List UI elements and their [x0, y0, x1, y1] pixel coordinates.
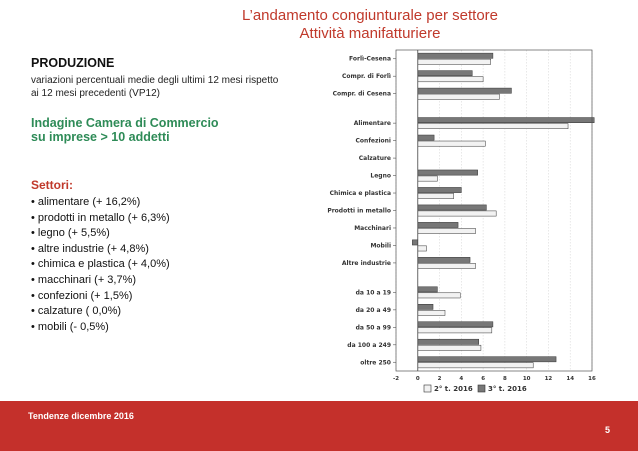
production-heading: PRODUZIONE: [31, 56, 115, 70]
bar-3t-2016: [417, 169, 478, 176]
category-label: da 10 a 19: [356, 289, 391, 296]
bar-2t-2016: [417, 76, 484, 83]
category-label: Prodotti in metallo: [327, 208, 391, 215]
footer-bar: [0, 401, 638, 451]
bar-2t-2016: [417, 362, 534, 369]
chart-legend: 2° t. 2016 3° t. 2016: [423, 384, 527, 393]
bar-2t-2016: [417, 245, 427, 252]
sector-item: legno (+ 5,5%): [31, 226, 170, 242]
category-label: Mobili: [370, 242, 391, 249]
x-tick-label: 12: [545, 376, 553, 382]
bar-2t-2016: [417, 310, 446, 316]
survey-label: Indagine Camera di Commercio su imprese …: [31, 116, 219, 144]
bar-3t-2016: [417, 321, 494, 328]
category-label: Chimica e plastica: [330, 190, 391, 197]
chart-category-labels: Forlì-Cesena Compr. di Forlì Compr. di Ces…: [327, 56, 391, 367]
category-label: Forlì-Cesena: [349, 56, 391, 63]
bar-2t-2016: [417, 327, 493, 334]
bar-2t-2016: [417, 58, 491, 65]
bar-3t-2016: [417, 187, 462, 193]
x-tick-label: 16: [588, 376, 596, 382]
sector-item: alimentare (+ 16,2%): [31, 195, 170, 211]
x-tick-label: 2: [438, 376, 442, 382]
category-label: oltre 250: [360, 359, 391, 366]
category-label: Calzature: [359, 155, 391, 162]
category-label: Alimentare: [354, 120, 391, 127]
sectors-list: alimentare (+ 16,2%) prodotti in metallo…: [31, 195, 170, 335]
bar-3t-2016: [417, 117, 595, 123]
bar-2t-2016: [417, 93, 500, 100]
sector-item: macchinari (+ 3,7%): [31, 273, 170, 289]
bar-3t-2016: [417, 87, 512, 94]
sector-item: mobili (- 0,5%): [31, 320, 170, 336]
category-label: Compr. di Forlì: [342, 73, 391, 80]
bar-3t-2016: [417, 52, 494, 59]
bar-2t-2016: [417, 263, 476, 269]
bar-3t-2016: [417, 338, 480, 345]
production-subheading: variazioni percentuali medie degli ultim…: [31, 75, 279, 99]
chart-bars: [412, 52, 595, 369]
bar-3t-2016: [412, 239, 419, 246]
bar-3t-2016: [417, 257, 471, 263]
x-tick-label: -2: [393, 376, 399, 382]
page-title: L’andamento congiunturale per settore At…: [160, 7, 580, 43]
footer-text: Tendenze dicembre 2016: [28, 411, 134, 421]
bar-3t-2016: [417, 304, 434, 310]
x-tick-label: 8: [503, 376, 507, 382]
bar-2t-2016: [417, 140, 486, 147]
sector-item: calzature ( 0,0%): [31, 304, 170, 320]
bar-2t-2016: [417, 193, 454, 199]
bar-3t-2016: [417, 286, 438, 293]
sector-item: confezioni (+ 1,5%): [31, 289, 170, 305]
category-label: Altre industrie: [342, 260, 391, 267]
page-number: 5: [605, 425, 611, 435]
category-label: da 50 a 99: [356, 324, 391, 331]
x-tick-label: 6: [481, 376, 485, 382]
sector-item: chimica e plastica (+ 4,0%): [31, 257, 170, 273]
bar-2t-2016: [417, 344, 482, 351]
category-label: Confezioni: [356, 138, 391, 145]
survey-line-2: su imprese > 10 addetti: [31, 130, 170, 144]
bar-3t-2016: [417, 134, 435, 141]
bar-3t-2016: [417, 204, 487, 211]
x-tick-label: 14: [566, 376, 574, 382]
x-tick-label: 10: [523, 376, 531, 382]
bar-2t-2016: [417, 175, 438, 182]
survey-line-1: Indagine Camera di Commercio: [31, 116, 219, 130]
title-line-2: Attività manifatturiere: [299, 25, 441, 42]
x-tick-label: 0: [416, 376, 420, 382]
legend-label: 2° t. 2016: [434, 385, 473, 393]
bar-2t-2016: [417, 292, 461, 299]
sector-item: altre industrie (+ 4,8%): [31, 242, 170, 258]
bar-3t-2016: [417, 70, 473, 77]
category-label: Legno: [370, 173, 391, 180]
legend-swatch: [423, 384, 432, 393]
legend-label: 3° t. 2016: [488, 385, 527, 393]
bar-3t-2016: [417, 222, 459, 228]
bar-3t-2016: [417, 356, 557, 363]
category-label: da 20 a 49: [356, 307, 391, 314]
category-label: Macchinari: [354, 225, 391, 232]
sector-item: prodotti in metallo (+ 6,3%): [31, 211, 170, 227]
sectors-title: Settori:: [31, 178, 73, 192]
legend-swatch: [477, 384, 486, 393]
chart-tick-labels: -2 0 2 4 6 8 10 12 14 16: [393, 376, 596, 382]
category-label: da 100 a 249: [347, 342, 391, 349]
bar-2t-2016: [417, 210, 497, 217]
category-label: Compr. di Cesena: [333, 91, 391, 98]
title-line-1: L’andamento congiunturale per settore: [241, 7, 498, 24]
bar-2t-2016: [417, 123, 569, 129]
chart-axis: [393, 49, 593, 372]
x-tick-label: 4: [459, 376, 463, 382]
bar-2t-2016: [417, 228, 476, 234]
